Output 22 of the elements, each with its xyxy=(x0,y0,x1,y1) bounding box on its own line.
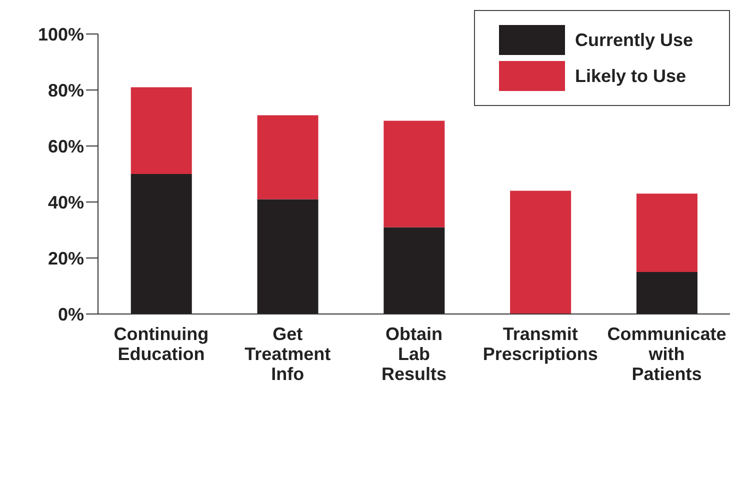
bar xyxy=(384,120,445,228)
bar xyxy=(130,87,192,174)
y-tick-label: 0% xyxy=(58,304,84,324)
y-tick-label: 80% xyxy=(48,80,84,100)
y-tick-label: 20% xyxy=(48,248,84,268)
x-tick-label: Get Treatment Info xyxy=(244,324,331,384)
x-tick-label: Transmit Prescriptions xyxy=(482,324,598,364)
bar xyxy=(257,115,318,200)
y-tick-label: 40% xyxy=(48,192,84,212)
bar xyxy=(257,199,318,314)
legend-label: Currently Use xyxy=(575,30,694,50)
bar xyxy=(130,174,192,314)
bar xyxy=(510,190,572,314)
x-tick-label: Obtain Lab Results xyxy=(381,324,447,384)
bar xyxy=(636,194,698,272)
bar xyxy=(384,227,445,314)
y-tick-label: 60% xyxy=(48,136,84,156)
legend-label: Likely to Use xyxy=(575,66,686,86)
bar xyxy=(636,272,698,314)
x-tick-label: Communicate with Patients xyxy=(607,324,726,384)
y-tick-label: 100% xyxy=(38,24,84,44)
x-tick-label: Continuing Education xyxy=(114,324,209,364)
